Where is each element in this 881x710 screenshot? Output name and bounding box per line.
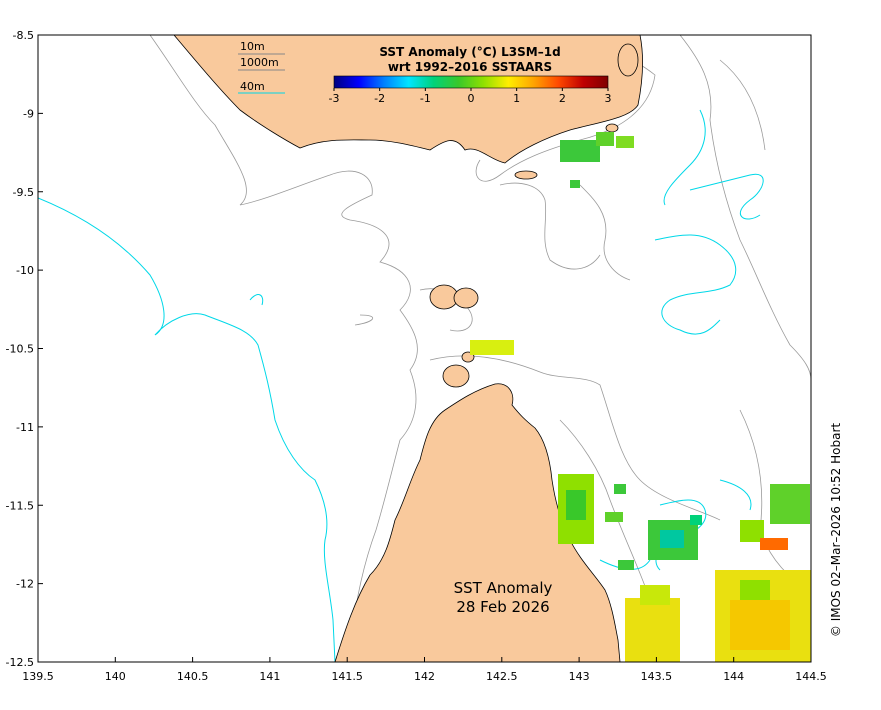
x-tick-label: 144 bbox=[723, 670, 744, 683]
island-darnley bbox=[605, 123, 619, 133]
legend-label-1000m: 1000m bbox=[240, 56, 279, 69]
x-tick-label: 139.5 bbox=[22, 670, 54, 683]
island-north-east bbox=[617, 43, 639, 77]
legend-label-10m: 10m bbox=[240, 40, 265, 53]
sst-anomaly-pixels bbox=[470, 132, 811, 662]
island-saibai bbox=[514, 170, 538, 180]
y-tick-label: -10 bbox=[16, 264, 34, 277]
colorbar-tick-label: -2 bbox=[374, 92, 385, 105]
map-content bbox=[38, 35, 811, 662]
colorbar-tick-label: 2 bbox=[559, 92, 566, 105]
y-tick-label: -9 bbox=[23, 107, 34, 120]
y-tick-label: -11.5 bbox=[6, 499, 34, 512]
credit-text: © IMOS 02–Mar–2026 10:52 Hobart bbox=[829, 423, 843, 638]
y-tick-label: -11 bbox=[16, 421, 34, 434]
y-tick-label: -12.5 bbox=[6, 656, 34, 669]
new-guinea-landmass bbox=[173, 35, 643, 164]
x-tick-label: 140.5 bbox=[177, 670, 209, 683]
x-tick-label: 141 bbox=[259, 670, 280, 683]
colorbar-ticks: -3 -2 -1 0 1 2 3 bbox=[329, 88, 612, 105]
x-tick-label: 140 bbox=[105, 670, 126, 683]
y-tick-label: -8.5 bbox=[13, 29, 34, 42]
x-tick-label: 143 bbox=[569, 670, 590, 683]
colorbar-tick-label: 0 bbox=[468, 92, 475, 105]
map-title-line2: 28 Feb 2026 bbox=[456, 598, 549, 616]
colorbar-tick-label: -3 bbox=[329, 92, 340, 105]
colorbar-title-line1: SST Anomaly (°C) L3SM–1d bbox=[379, 45, 560, 59]
y-tick-label: -12 bbox=[16, 578, 34, 591]
land bbox=[173, 35, 643, 662]
colorbar: SST Anomaly (°C) L3SM–1d wrt 1992–2016 S… bbox=[329, 45, 612, 105]
x-tick-label: 143.5 bbox=[641, 670, 673, 683]
colorbar-tick-label: 1 bbox=[513, 92, 520, 105]
y-tick-label: -9.5 bbox=[13, 186, 34, 199]
legend-label-40m: 40m bbox=[240, 80, 265, 93]
colorbar-gradient bbox=[333, 75, 609, 89]
contour-legend: 10m 1000m 40m bbox=[238, 40, 285, 94]
x-tick-label: 142 bbox=[414, 670, 435, 683]
y-axis: -8.5 -9 -9.5 -10 -10.5 -11 -11.5 -12 -12.5 bbox=[6, 29, 43, 669]
x-axis: 139.5 140 140.5 141 141.5 142 142.5 143 143.5 144… bbox=[22, 657, 827, 683]
island-prince-of-wales bbox=[442, 364, 470, 388]
map-title-line1: SST Anomaly bbox=[454, 579, 553, 597]
colorbar-tick-label: -1 bbox=[420, 92, 431, 105]
bathymetry-contours-40m bbox=[38, 109, 764, 662]
y-tick-label: -10.5 bbox=[6, 343, 34, 356]
x-tick-label: 144.5 bbox=[795, 670, 827, 683]
x-tick-label: 141.5 bbox=[331, 670, 363, 683]
colorbar-title-line2: wrt 1992–2016 SSTAARS bbox=[388, 60, 552, 74]
x-tick-label: 142.5 bbox=[486, 670, 518, 683]
colorbar-tick-label: 3 bbox=[605, 92, 612, 105]
island-badu bbox=[453, 287, 479, 309]
cape-york-peninsula bbox=[334, 383, 621, 662]
